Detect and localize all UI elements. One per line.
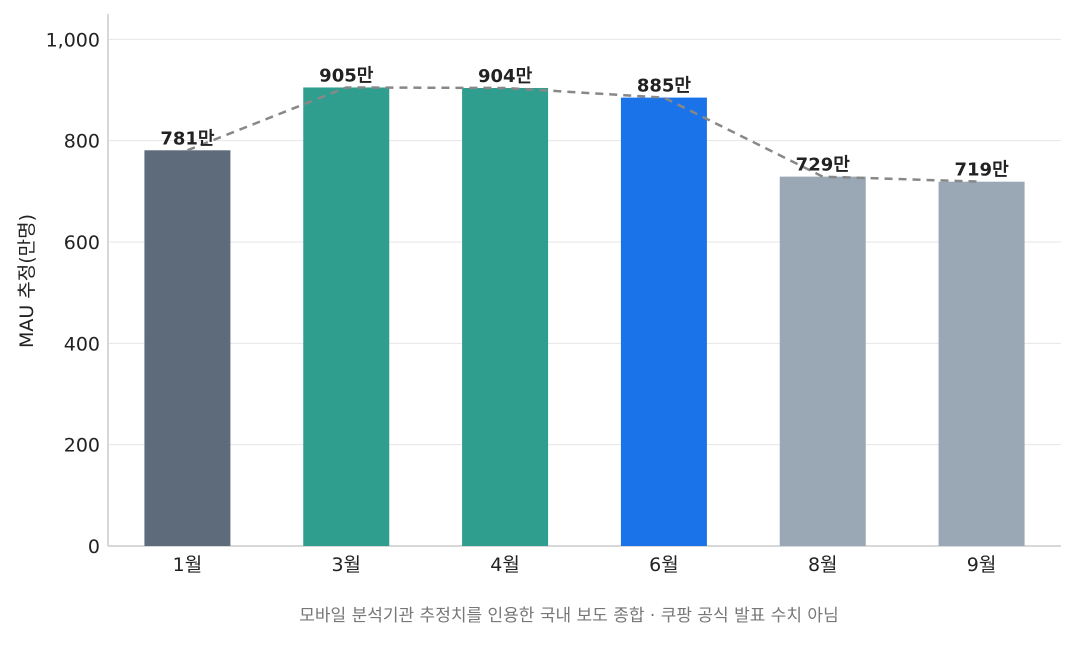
bar — [779, 176, 866, 546]
data-labels: 781만 905만 904만 885만 729만 719만 — [160, 65, 1009, 180]
footnote: 모바일 분석기관 추정치를 인용한 국내 보도 종합 · 쿠팡 공식 발표 수치… — [299, 606, 838, 626]
y-tick-label: 400 — [64, 333, 100, 355]
axes — [107, 14, 1061, 547]
grid-lines — [108, 38, 1061, 446]
category-label: 3월 — [331, 554, 361, 576]
bars — [144, 87, 1025, 547]
y-axis-title: MAU 추정(만명) — [16, 214, 38, 348]
y-tick-label: 800 — [64, 131, 100, 153]
bar — [144, 150, 231, 546]
data-label: 885만 — [637, 76, 692, 97]
category-label: 9월 — [967, 554, 997, 576]
y-tick-label: 1,000 — [46, 29, 100, 51]
y-tick-label: 600 — [64, 232, 100, 254]
y-tick-labels: 0 200 400 600 800 1,000 — [46, 29, 100, 558]
bar — [462, 87, 549, 547]
trend-line — [186, 86, 982, 183]
category-label: 6월 — [649, 554, 679, 576]
bar — [938, 181, 1025, 546]
category-label: 4월 — [490, 554, 520, 576]
data-label: 904만 — [478, 66, 533, 87]
trend-line-group — [186, 86, 982, 183]
data-label: 729만 — [796, 155, 851, 176]
data-label: 781만 — [160, 128, 215, 149]
bar — [303, 87, 390, 546]
y-tick-label: 0 — [88, 536, 100, 558]
data-label: 905만 — [319, 65, 374, 86]
category-label: 1월 — [173, 554, 203, 576]
category-labels: 1월 3월 4월 6월 8월 9월 — [173, 554, 997, 576]
y-tick-label: 200 — [64, 435, 100, 457]
data-label: 719만 — [955, 160, 1010, 181]
bar — [620, 97, 707, 546]
category-label: 8월 — [808, 554, 838, 576]
